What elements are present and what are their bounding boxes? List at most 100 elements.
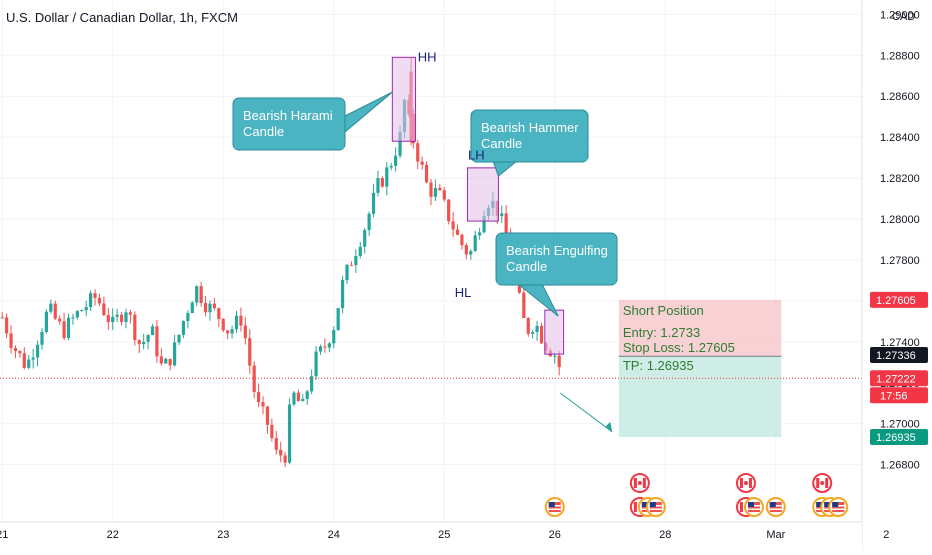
- flag-stripe: [739, 478, 743, 488]
- candle: [35, 340, 40, 367]
- position-text: Entry: 1.2733: [623, 325, 700, 340]
- candle: [133, 311, 137, 346]
- candle: [9, 325, 13, 354]
- flag-leaf: [820, 481, 825, 485]
- candle: [301, 394, 305, 402]
- candle: [199, 281, 203, 307]
- flag-stripe: [548, 508, 561, 510]
- y-tick-label: 1.28400: [880, 132, 920, 144]
- candle-body: [270, 424, 274, 439]
- candle: [102, 296, 106, 317]
- y-tick-label: 1.27800: [880, 255, 920, 267]
- candle-body: [62, 321, 66, 339]
- candle: [58, 315, 62, 325]
- callout-fill-cover: [472, 152, 587, 161]
- candle: [230, 325, 234, 339]
- candle-body: [416, 143, 420, 162]
- y-tick-label: 1.28200: [880, 173, 920, 185]
- x-tick-label: 22: [107, 529, 119, 541]
- pattern-box: [466, 167, 499, 222]
- y-tick-label: 1.28800: [880, 50, 920, 62]
- flag-stripe: [649, 508, 662, 510]
- y-tick-label: 1.29000: [880, 9, 920, 21]
- candle-body: [177, 334, 181, 343]
- x-tick-label: 21: [0, 529, 8, 541]
- candle: [212, 297, 216, 311]
- callout-label: Bearish Hammer: [481, 120, 579, 135]
- candle-body: [150, 326, 155, 336]
- candle: [394, 147, 398, 172]
- candle-body: [553, 355, 557, 357]
- candle: [124, 308, 128, 329]
- candle-body: [473, 235, 477, 252]
- chart-title: U.S. Dollar / Canadian Dollar, 1h, FXCM: [6, 10, 238, 25]
- canada-flag-icon: [735, 473, 756, 493]
- candle: [128, 309, 133, 324]
- candle: [292, 391, 296, 407]
- price-badge-label: 1.27336: [876, 350, 916, 362]
- candle: [80, 309, 84, 312]
- candle-body: [0, 317, 4, 319]
- flag-stripe: [633, 478, 637, 488]
- price-badge: [870, 291, 928, 308]
- candle-body: [13, 347, 18, 352]
- candle-body: [539, 325, 544, 344]
- candle-body: [208, 303, 212, 313]
- candle: [137, 339, 141, 354]
- flag-canton: [548, 502, 555, 507]
- candle: [49, 299, 53, 314]
- candle: [203, 296, 208, 317]
- candle-body: [389, 165, 393, 168]
- candle: [84, 300, 88, 317]
- candle: [460, 233, 464, 250]
- candle: [71, 313, 75, 325]
- candle-body: [363, 230, 367, 247]
- candle-body: [119, 314, 124, 322]
- candle-body: [274, 438, 278, 450]
- usa-flag-icon: [743, 497, 764, 517]
- candle: [469, 249, 473, 260]
- candle: [146, 333, 150, 350]
- candle-body: [464, 245, 468, 255]
- candle: [261, 396, 265, 415]
- swing-label: HH: [418, 49, 437, 64]
- y-tick-label: 1.27000: [880, 419, 920, 431]
- candle: [40, 328, 44, 350]
- usa-flag-icon: [765, 497, 786, 517]
- callout-label: Candle: [481, 136, 522, 151]
- candle-body: [58, 318, 62, 322]
- flag-stripe: [769, 508, 782, 510]
- candle-body: [164, 358, 168, 364]
- flag-leaf: [743, 481, 748, 485]
- candle-body: [429, 182, 433, 197]
- usa-flag-icon: [544, 497, 565, 517]
- candle: [186, 310, 190, 329]
- time-axis-background: [0, 522, 862, 550]
- candle-body: [75, 311, 79, 318]
- candle-body: [97, 297, 102, 304]
- candle-body: [265, 406, 270, 425]
- candle: [314, 346, 318, 380]
- candle: [389, 162, 393, 171]
- candle-body: [106, 315, 110, 323]
- x-tick-label: Mar: [766, 529, 785, 541]
- candle-body: [89, 293, 93, 308]
- candle: [13, 345, 18, 359]
- flag-stripe: [633, 502, 637, 512]
- candle: [385, 161, 389, 196]
- candle: [75, 309, 79, 320]
- candle: [177, 334, 181, 346]
- x-tick-label: 23: [217, 529, 229, 541]
- candle: [234, 310, 239, 334]
- candle-body: [31, 357, 35, 360]
- candle: [243, 317, 247, 345]
- candle-body: [111, 316, 115, 323]
- candle-body: [380, 178, 384, 187]
- x-tick-label: 2: [883, 529, 889, 541]
- candle-body: [40, 332, 44, 345]
- price-badge-label: 1.27222: [876, 373, 916, 385]
- candle-body: [482, 215, 486, 233]
